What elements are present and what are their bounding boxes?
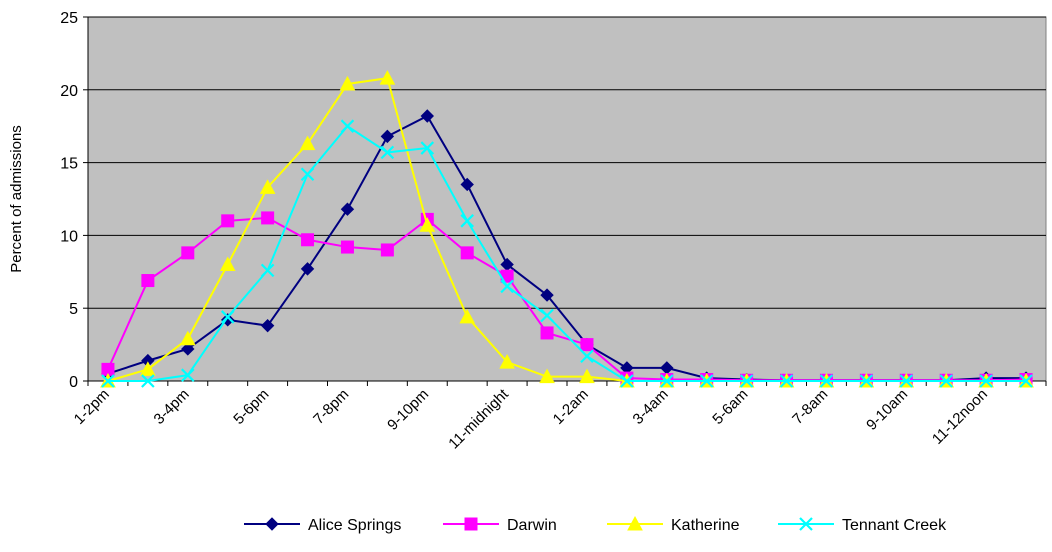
- y-tick-label: 15: [60, 156, 78, 173]
- data-point: [799, 517, 813, 531]
- y-tick-labels: 0 5 10 15 20 25: [60, 10, 78, 391]
- x-tick-labels: 1-2pm 3-4pm 5-6pm 7-8pm 9-10pm 11-midnight 1-2…: [71, 385, 991, 452]
- legend-label: Alice Springs: [308, 517, 401, 534]
- x-tick-label: 11-12noon: [929, 386, 991, 448]
- y-tick-label: 5: [69, 301, 78, 318]
- data-point: [340, 202, 355, 216]
- data-point: [540, 308, 554, 323]
- data-point: [299, 135, 316, 151]
- data-point: [459, 308, 476, 324]
- legend-item: Darwin: [443, 517, 557, 534]
- legend-item: Tennant Creek: [778, 517, 947, 534]
- data-point: [380, 145, 395, 160]
- data-point: [979, 374, 993, 388]
- y-tick-label: 10: [60, 228, 78, 245]
- data-point: [579, 368, 595, 384]
- data-point: [380, 243, 394, 257]
- data-point: [499, 354, 515, 369]
- data-point: [779, 374, 794, 388]
- x-tick-label: 9-10pm: [384, 386, 432, 434]
- data-point: [265, 517, 279, 531]
- data-point: [539, 368, 555, 384]
- plot-area: [87, 16, 1047, 382]
- data-point: [221, 313, 235, 327]
- y-tick-label: 20: [60, 83, 78, 100]
- data-point: [580, 338, 594, 352]
- data-point: [141, 274, 155, 288]
- data-point: [819, 374, 834, 388]
- data-point: [300, 262, 315, 276]
- data-point: [301, 233, 315, 247]
- data-point: [300, 167, 315, 182]
- data-point: [181, 342, 195, 356]
- data-point: [339, 75, 356, 91]
- data-point: [221, 214, 235, 228]
- legend-item: Alice Springs: [244, 517, 401, 534]
- x-tick-label: 1-2pm: [71, 386, 113, 428]
- data-point: [140, 361, 156, 376]
- data-point: [540, 326, 554, 340]
- x-tick-label: 3-4am: [630, 386, 672, 428]
- data-point: [500, 279, 514, 294]
- data-point: [540, 288, 554, 302]
- x-tick-label: 5-6am: [709, 386, 751, 428]
- data-point: [739, 374, 754, 388]
- data-point: [580, 349, 594, 364]
- series-line: [107, 124, 1027, 382]
- data-point: [219, 256, 236, 272]
- data-point: [141, 374, 155, 388]
- series-lines: [100, 70, 1034, 388]
- grid-lines: [88, 16, 1046, 309]
- data-point: [464, 517, 478, 531]
- x-tick-label: 7-8am: [789, 386, 831, 428]
- y-tick-label: 25: [60, 10, 78, 27]
- data-point: [260, 263, 275, 278]
- x-tick-label: 3-4pm: [151, 386, 193, 428]
- legend-label: Darwin: [507, 517, 557, 534]
- x-tick-label: 5-6pm: [230, 386, 272, 428]
- x-tick-label: 7-8pm: [310, 386, 352, 428]
- data-point: [220, 310, 235, 324]
- y-tick-label: 0: [69, 374, 78, 391]
- legend-label: Katherine: [671, 517, 740, 534]
- x-tick-label: 9-10am: [863, 386, 911, 434]
- data-point: [379, 70, 396, 85]
- legend-label: Tennant Creek: [842, 517, 947, 534]
- data-point: [261, 211, 275, 225]
- data-point: [420, 109, 434, 123]
- data-point: [699, 374, 714, 388]
- x-tick-label: 11-midnight: [445, 385, 512, 452]
- data-point: [340, 240, 354, 254]
- data-point: [380, 129, 395, 144]
- data-point: [340, 119, 355, 133]
- y-axis-label: Percent of admissions: [8, 125, 25, 273]
- data-point: [859, 374, 874, 388]
- x-tick-label: 1-2am: [550, 386, 592, 428]
- data-point: [620, 374, 634, 388]
- data-point: [419, 217, 436, 232]
- data-point: [181, 368, 195, 382]
- data-point: [101, 374, 115, 388]
- data-point: [181, 246, 195, 260]
- series-tennant-creek: [101, 119, 1033, 388]
- data-point: [460, 246, 474, 260]
- legend: Alice Springs Darwin Katherine Tennant Cree…: [244, 515, 947, 534]
- data-point: [460, 177, 474, 192]
- data-point: [1019, 374, 1033, 388]
- data-point: [260, 318, 275, 333]
- legend-item: Katherine: [607, 515, 740, 534]
- data-point: [179, 330, 196, 346]
- data-point: [460, 214, 474, 228]
- data-point: [259, 179, 276, 194]
- data-point: [420, 141, 435, 155]
- data-point: [660, 374, 674, 388]
- data-point: [899, 374, 914, 388]
- data-point: [939, 374, 953, 388]
- data-point: [627, 515, 643, 531]
